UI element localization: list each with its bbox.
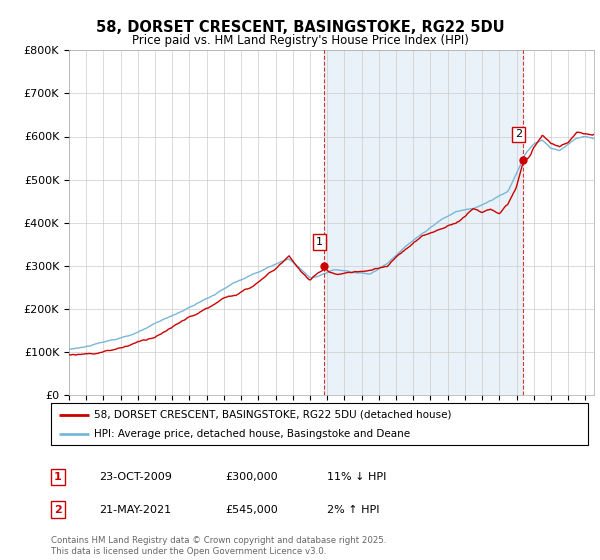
- Text: 11% ↓ HPI: 11% ↓ HPI: [327, 472, 386, 482]
- Text: HPI: Average price, detached house, Basingstoke and Deane: HPI: Average price, detached house, Basi…: [94, 429, 410, 439]
- Text: Price paid vs. HM Land Registry's House Price Index (HPI): Price paid vs. HM Land Registry's House …: [131, 34, 469, 46]
- Text: 2% ↑ HPI: 2% ↑ HPI: [327, 505, 380, 515]
- Text: 58, DORSET CRESCENT, BASINGSTOKE, RG22 5DU (detached house): 58, DORSET CRESCENT, BASINGSTOKE, RG22 5…: [94, 409, 451, 419]
- Text: Contains HM Land Registry data © Crown copyright and database right 2025.
This d: Contains HM Land Registry data © Crown c…: [51, 536, 386, 556]
- Text: 1: 1: [316, 237, 323, 247]
- Text: £300,000: £300,000: [225, 472, 278, 482]
- Text: 21-MAY-2021: 21-MAY-2021: [99, 505, 171, 515]
- Text: 2: 2: [54, 505, 62, 515]
- Text: 58, DORSET CRESCENT, BASINGSTOKE, RG22 5DU: 58, DORSET CRESCENT, BASINGSTOKE, RG22 5…: [95, 20, 505, 35]
- Text: £545,000: £545,000: [225, 505, 278, 515]
- Text: 2: 2: [515, 129, 523, 139]
- FancyBboxPatch shape: [51, 403, 588, 445]
- Bar: [324, 50, 523, 395]
- Text: 23-OCT-2009: 23-OCT-2009: [99, 472, 172, 482]
- Text: 1: 1: [54, 472, 62, 482]
